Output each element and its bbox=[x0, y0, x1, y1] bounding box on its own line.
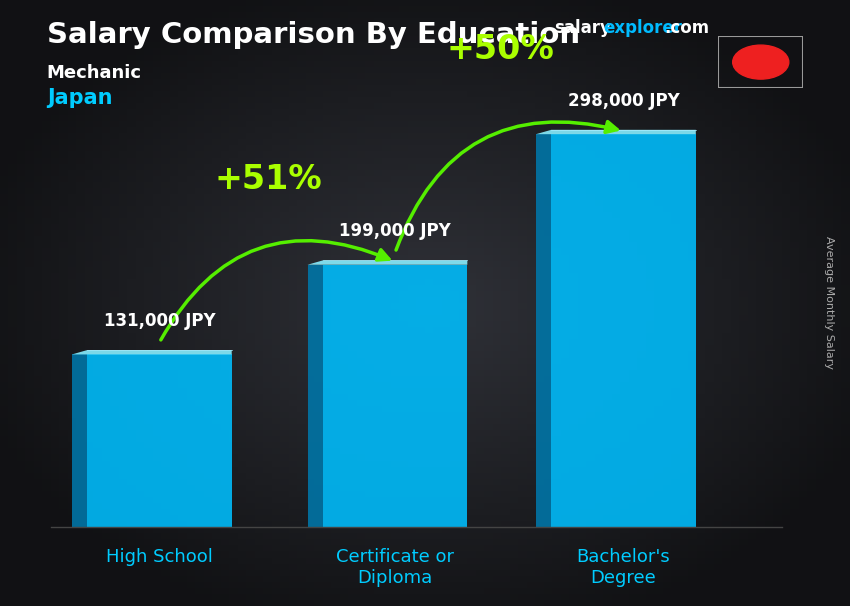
Text: 199,000 JPY: 199,000 JPY bbox=[339, 222, 451, 241]
Text: .com: .com bbox=[665, 19, 710, 38]
Text: High School: High School bbox=[106, 548, 212, 567]
Text: Bachelor's
Degree: Bachelor's Degree bbox=[576, 548, 671, 587]
Circle shape bbox=[733, 45, 789, 79]
Text: +51%: +51% bbox=[215, 164, 323, 196]
Text: Certificate or
Diploma: Certificate or Diploma bbox=[336, 548, 454, 587]
Text: 131,000 JPY: 131,000 JPY bbox=[104, 312, 215, 330]
Text: +50%: +50% bbox=[447, 33, 555, 66]
Text: salary: salary bbox=[554, 19, 611, 38]
Text: Mechanic: Mechanic bbox=[47, 64, 142, 82]
Text: Average Monthly Salary: Average Monthly Salary bbox=[824, 236, 834, 370]
Text: 298,000 JPY: 298,000 JPY bbox=[568, 92, 679, 110]
Text: explorer: explorer bbox=[604, 19, 683, 38]
Text: Salary Comparison By Education: Salary Comparison By Education bbox=[47, 21, 580, 49]
Text: Japan: Japan bbox=[47, 88, 112, 108]
